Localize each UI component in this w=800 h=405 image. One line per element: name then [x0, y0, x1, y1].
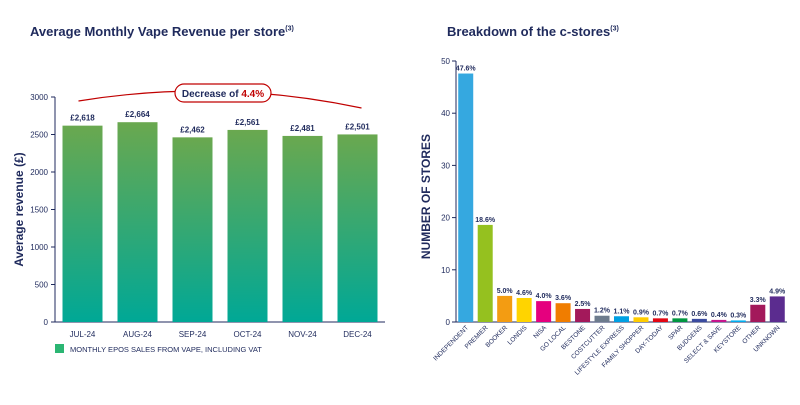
- left-bar: [282, 135, 323, 322]
- right-bar-value-label: 0.9%: [633, 309, 650, 316]
- right-y-tick-label: 50: [441, 57, 450, 66]
- left-bar-value-label: £2,561: [235, 118, 260, 127]
- right-bar: [516, 297, 532, 322]
- left-chart-title: Average Monthly Vape Revenue per store(3…: [30, 24, 294, 39]
- right-bar-value-label: 1.1%: [614, 308, 631, 315]
- right-y-tick-label: 40: [441, 109, 450, 118]
- right-bar: [672, 318, 688, 322]
- right-bar: [614, 316, 629, 322]
- left-chart: 0 500 1000 1500 2000 2500 3000 Average revenue …: [12, 83, 385, 354]
- left-bar: [62, 125, 103, 323]
- right-y-tick-label: 20: [441, 214, 450, 223]
- right-bar-value-label: 47.6%: [456, 66, 477, 73]
- right-bar-value-label: 3.6%: [555, 295, 572, 302]
- right-bar: [477, 224, 493, 322]
- right-x-tick-label: LONDIS: [506, 324, 529, 347]
- right-bar-value-label: 3.3%: [750, 297, 767, 304]
- right-bar: [458, 73, 474, 322]
- right-bar: [497, 295, 513, 322]
- left-x-tick-label: JUL-24: [70, 330, 96, 339]
- left-bar-value-label: £2,664: [125, 110, 150, 119]
- left-y-tick-label: 1500: [30, 206, 48, 215]
- left-bar: [117, 122, 158, 322]
- left-bar-value-label: £2,481: [290, 124, 315, 133]
- right-bar-value-label: 0.4%: [711, 312, 728, 319]
- right-x-tick-label: SPAR: [667, 324, 684, 341]
- left-y-tick-label: 2000: [30, 168, 48, 177]
- right-bar-value-label: 0.7%: [652, 310, 669, 317]
- right-y-tick-label: 0: [446, 318, 451, 327]
- right-y-tick-label: 30: [441, 161, 450, 170]
- left-y-tick-label: 0: [44, 318, 49, 327]
- left-bar: [172, 137, 213, 322]
- left-y-tick-label: 2500: [30, 131, 48, 140]
- right-bar-value-label: 18.6%: [475, 217, 496, 224]
- right-bar-value-label: 1.2%: [594, 308, 611, 315]
- right-y-axis-label: NUMBER OF STORES: [419, 134, 433, 259]
- left-bar-value-label: £2,618: [70, 114, 95, 123]
- left-y-tick-label: 3000: [30, 93, 48, 102]
- right-bar: [536, 301, 552, 322]
- right-bar-value-label: 0.6%: [691, 311, 708, 318]
- right-x-tick-label: BOOKER: [484, 324, 509, 349]
- decrease-annotation-value: 4.4%: [241, 89, 264, 100]
- right-bar: [691, 318, 707, 322]
- right-bar-value-label: 0.7%: [672, 310, 689, 317]
- legend-swatch: [55, 344, 64, 353]
- right-x-tick-label: NISA: [532, 324, 548, 340]
- left-x-tick-label: AUG-24: [123, 330, 152, 339]
- left-y-axis-label: Average revenue (£): [12, 152, 26, 266]
- left-y-tick-label: 500: [35, 281, 49, 290]
- left-x-tick-label: DEC-24: [343, 330, 372, 339]
- left-x-tick-label: NOV-24: [288, 330, 317, 339]
- right-bar: [750, 304, 766, 322]
- decrease-annotation-prefix: Decrease of: [182, 89, 241, 100]
- right-bar: [633, 317, 649, 322]
- right-bar: [711, 319, 727, 322]
- decrease-annotation: Decrease of 4.4%: [182, 89, 264, 100]
- right-bar: [594, 315, 610, 322]
- right-y-tick-label: 10: [441, 266, 450, 275]
- right-chart-title: Breakdown of the c-stores(3): [447, 24, 619, 39]
- right-bar-value-label: 0.3%: [730, 312, 747, 319]
- left-bar: [227, 129, 268, 322]
- right-bar: [652, 318, 668, 322]
- left-bar-value-label: £2,501: [345, 122, 370, 131]
- right-bar: [730, 320, 746, 322]
- left-y-tick-label: 1000: [30, 243, 48, 252]
- left-bar: [337, 134, 378, 322]
- right-bar-value-label: 4.9%: [769, 288, 786, 295]
- right-bar-value-label: 4.0%: [536, 293, 553, 300]
- right-bar: [769, 296, 785, 322]
- right-bar-value-label: 2.5%: [575, 301, 592, 308]
- right-bar-value-label: 5.0%: [497, 288, 514, 295]
- left-x-tick-label: SEP-24: [179, 330, 207, 339]
- left-bar-value-label: £2,462: [180, 125, 205, 134]
- left-x-tick-label: OCT-24: [233, 330, 262, 339]
- decrease-annotation-box: [174, 83, 272, 103]
- right-bar: [575, 308, 591, 322]
- legend-label: MONTHLY EPOS SALES FROM VAPE, INCLUDING …: [70, 345, 262, 354]
- right-bar: [555, 303, 571, 322]
- right-bar-value-label: 4.6%: [516, 290, 533, 297]
